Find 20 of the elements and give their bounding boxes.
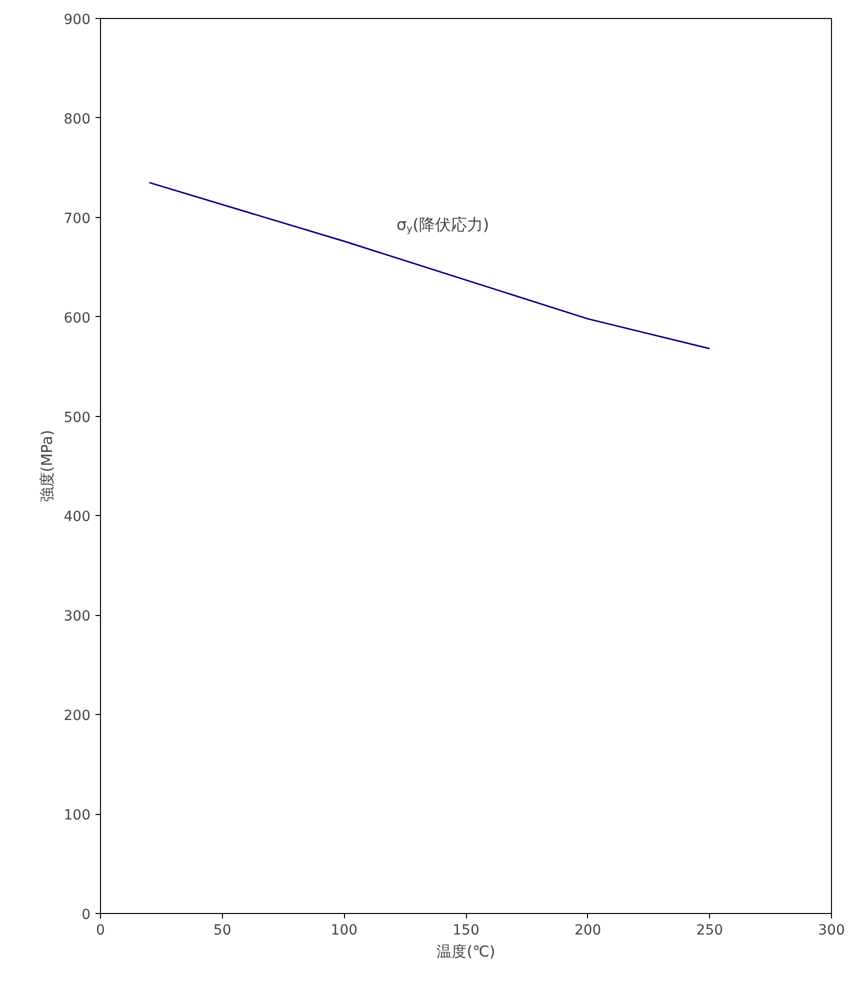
- x-tick-label: 0: [96, 922, 105, 938]
- y-tick-label: 200: [64, 708, 91, 724]
- x-tick-label: 50: [213, 922, 232, 938]
- x-tick-label: 200: [574, 922, 602, 938]
- y-tick-label: 500: [64, 410, 91, 426]
- x-tick-label: 300: [818, 922, 845, 938]
- line-series: [148, 182, 710, 350]
- y-axis-title: 強度(MPa): [38, 430, 56, 502]
- x-tick-label: 100: [330, 922, 358, 938]
- y-tick-label: 800: [64, 111, 91, 128]
- y-tick-label: 0: [82, 907, 91, 923]
- x-axis-title: 温度(℃): [436, 942, 496, 960]
- y-tick-label: 900: [64, 12, 91, 28]
- y-tick-label: 700: [64, 210, 91, 227]
- x-tick-label: 250: [696, 922, 724, 938]
- x-tick-label: 150: [452, 922, 480, 938]
- y-tick-label: 100: [64, 808, 91, 824]
- y-tick-label: 600: [64, 310, 91, 326]
- y-tick-label: 400: [64, 509, 91, 526]
- y-tick-label: 300: [64, 608, 91, 625]
